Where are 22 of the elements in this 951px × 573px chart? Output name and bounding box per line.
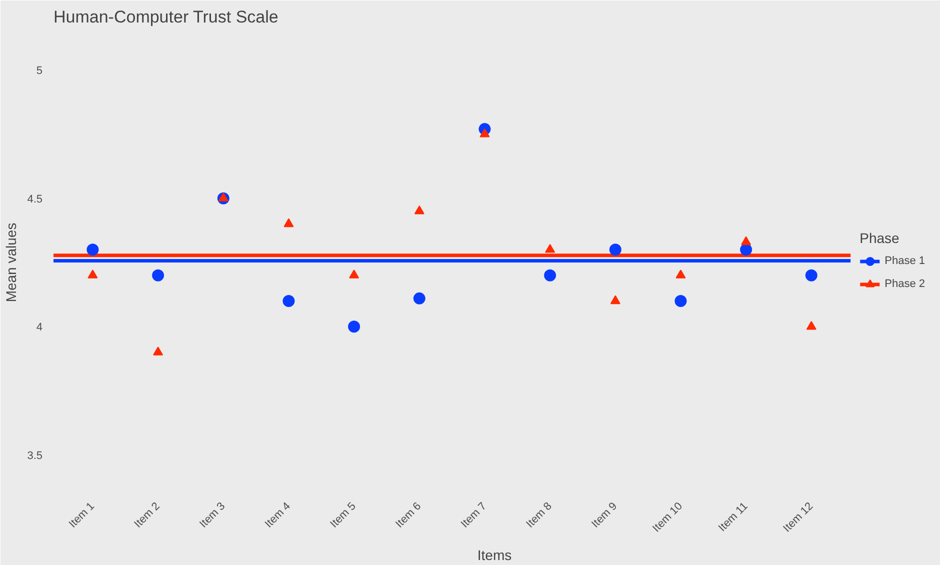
x-tick-label: Item 2	[132, 500, 162, 530]
y-tick-label: 4	[36, 322, 43, 334]
x-tick-label: Item 12	[781, 500, 816, 535]
x-tick-label: Item 6	[394, 500, 424, 530]
x-tick-label: Item 10	[650, 500, 685, 535]
y-tick-label: 5	[36, 65, 43, 77]
chart-title: Human-Computer Trust Scale	[54, 8, 278, 26]
x-tick-label: Item 8	[524, 500, 554, 530]
y-axis-title: Mean values	[3, 222, 20, 302]
x-tick-label: Item 1	[66, 500, 97, 530]
y-tick-label: 4.5	[27, 193, 43, 206]
x-tick-label: Item 7	[458, 500, 489, 530]
legend-label: Phase 2	[884, 278, 925, 290]
x-tick-label: Item 9	[590, 500, 620, 530]
x-tick-label: Item 11	[716, 500, 750, 534]
legend-title: Phase	[860, 230, 900, 246]
x-tick-label: Item 4	[262, 500, 293, 530]
x-tick-label: Item 5	[328, 500, 358, 530]
x-axis-title: Items	[477, 546, 512, 563]
legend-label: Phase 1	[884, 255, 925, 267]
x-tick-label: Item 3	[198, 500, 228, 530]
y-tick-label: 3.5	[27, 450, 43, 462]
